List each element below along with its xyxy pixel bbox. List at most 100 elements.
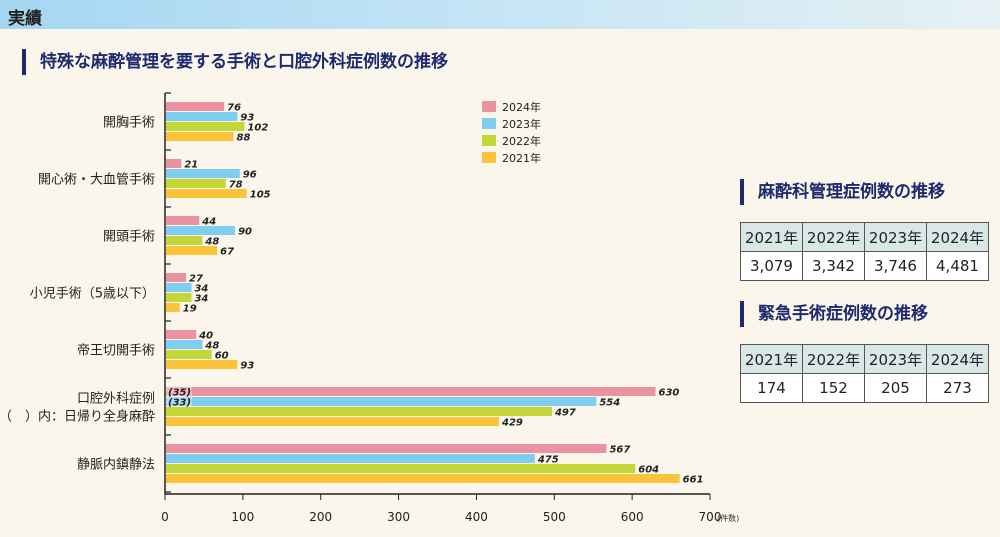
bar bbox=[166, 397, 597, 406]
bar bbox=[166, 387, 656, 396]
table-cell: 3,079 bbox=[740, 251, 803, 281]
x-tick-label: 500 bbox=[543, 510, 566, 524]
legend-label: 2021年 bbox=[502, 151, 541, 165]
header-title: 実績 bbox=[8, 9, 42, 29]
data-label: 102 bbox=[247, 123, 268, 134]
table-header: 2023年 bbox=[864, 222, 927, 252]
x-tick-label: 400 bbox=[465, 510, 488, 524]
x-unit-label: (件数) bbox=[717, 513, 739, 523]
bar bbox=[166, 330, 197, 339]
legend-swatch bbox=[482, 152, 496, 163]
data-label: 105 bbox=[250, 190, 271, 201]
table-header: 2021年 bbox=[740, 222, 803, 252]
inner-label-bg bbox=[166, 397, 192, 406]
data-label: 475 bbox=[537, 455, 559, 466]
data-label: 630 bbox=[659, 388, 680, 399]
table-cell: 174 bbox=[740, 373, 803, 403]
inner-label-bg bbox=[166, 387, 192, 396]
data-label: 44 bbox=[201, 217, 216, 228]
anesthesia-table: 2021年 2022年 2023年 2024年 3,079 3,342 3,746 4,48… bbox=[740, 222, 989, 281]
category-sublabel: （ ）内：日帰り全身麻酔 bbox=[0, 409, 155, 425]
bar bbox=[166, 112, 238, 121]
legend-swatch bbox=[482, 135, 496, 146]
bar bbox=[166, 169, 240, 178]
table-cell: 3,746 bbox=[864, 251, 927, 281]
legend-swatch bbox=[482, 118, 496, 129]
table-header: 2024年 bbox=[926, 222, 989, 252]
bar bbox=[166, 293, 192, 302]
chart-title: 特殊な麻酔管理を要する手術と口腔外科症例数の推移 bbox=[22, 49, 448, 75]
data-label: 27 bbox=[189, 274, 203, 285]
bar bbox=[166, 102, 225, 111]
data-label: 93 bbox=[240, 361, 254, 372]
emergency-table: 2021年 2022年 2023年 2024年 174 152 205 273 bbox=[740, 344, 989, 403]
table-header: 2024年 bbox=[926, 344, 989, 374]
data-label: 67 bbox=[220, 247, 234, 258]
category-label: 小児手術（5歳以下） bbox=[30, 287, 155, 302]
table-header: 2023年 bbox=[864, 344, 927, 374]
data-label: 76 bbox=[227, 103, 241, 114]
x-tick-label: 700 bbox=[699, 510, 722, 524]
bar bbox=[166, 273, 187, 282]
data-label: 34 bbox=[194, 294, 208, 305]
bar bbox=[166, 246, 218, 255]
table-cell: 273 bbox=[926, 373, 989, 403]
legend-label: 2024年 bbox=[502, 100, 541, 114]
header-band: 実績 bbox=[0, 0, 1000, 29]
table-header: 2022年 bbox=[802, 222, 865, 252]
anesthesia-table-title: 麻酔科管理症例数の推移 bbox=[740, 179, 945, 205]
inner-label: (35) bbox=[168, 388, 191, 399]
data-label: 429 bbox=[501, 418, 523, 429]
bar bbox=[166, 474, 680, 483]
bar bbox=[166, 122, 245, 131]
table-cell: 4,481 bbox=[926, 251, 989, 281]
category-label: 口腔外科症例 bbox=[77, 392, 155, 407]
x-tick-label: 200 bbox=[309, 510, 332, 524]
data-label: 40 bbox=[198, 331, 213, 342]
bar bbox=[166, 189, 247, 198]
x-tick-label: 600 bbox=[621, 510, 644, 524]
data-label: 19 bbox=[183, 304, 197, 315]
table-cell: 205 bbox=[864, 373, 927, 403]
table-cell: 152 bbox=[802, 373, 865, 403]
emergency-table-title: 緊急手術症例数の推移 bbox=[740, 301, 928, 327]
bar bbox=[166, 444, 607, 453]
data-label: 93 bbox=[240, 113, 254, 124]
bar bbox=[166, 216, 200, 225]
bar bbox=[166, 283, 192, 292]
table-header: 2022年 bbox=[802, 344, 865, 374]
data-label: 661 bbox=[683, 475, 704, 486]
bar bbox=[166, 179, 226, 188]
bar bbox=[166, 464, 636, 473]
data-label: 78 bbox=[229, 180, 243, 191]
legend-label: 2022年 bbox=[502, 134, 541, 148]
data-label: 497 bbox=[554, 408, 576, 419]
bar bbox=[166, 226, 236, 235]
bar bbox=[166, 236, 203, 245]
data-label: 48 bbox=[204, 237, 219, 248]
legend-swatch bbox=[482, 101, 496, 112]
table-cell: 3,342 bbox=[802, 251, 865, 281]
category-label: 開心術・大血管手術 bbox=[38, 173, 155, 188]
category-label: 静脈内鎮静法 bbox=[77, 457, 155, 473]
table-header: 2021年 bbox=[740, 344, 803, 374]
inner-label: (33) bbox=[168, 398, 191, 409]
category-label: 開頭手術 bbox=[103, 230, 155, 245]
bar bbox=[166, 132, 234, 141]
x-tick-label: 300 bbox=[387, 510, 410, 524]
data-label: 48 bbox=[204, 341, 219, 352]
x-tick-label: 100 bbox=[231, 510, 254, 524]
data-label: 96 bbox=[243, 170, 257, 181]
bar bbox=[166, 340, 203, 349]
bar bbox=[166, 407, 552, 416]
data-label: 34 bbox=[194, 284, 208, 295]
data-label: 90 bbox=[238, 227, 252, 238]
category-label: 開胸手術 bbox=[103, 116, 155, 131]
data-label: 604 bbox=[638, 465, 659, 476]
bar bbox=[166, 417, 500, 426]
data-label: 21 bbox=[184, 160, 198, 171]
category-label: 帝王切開手術 bbox=[77, 343, 155, 359]
bar bbox=[166, 360, 238, 369]
data-label: 554 bbox=[599, 398, 620, 409]
